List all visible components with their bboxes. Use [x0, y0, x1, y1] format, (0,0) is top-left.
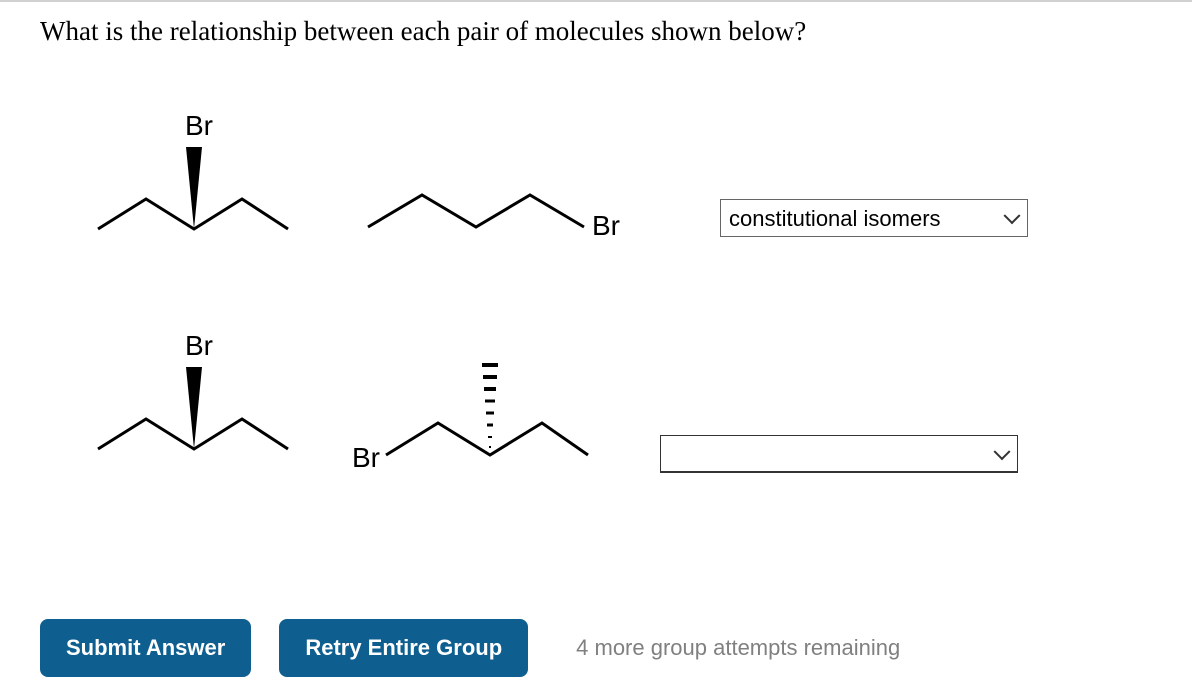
molecule-2a: Br [70, 327, 290, 477]
relationship-select-2[interactable]: constitutional isomersenantiomersdiaster… [660, 435, 1018, 473]
backbone [386, 423, 588, 455]
submit-button[interactable]: Submit Answer [40, 619, 251, 677]
wedge-solid [186, 147, 202, 229]
wedge-dashed [482, 365, 498, 447]
br-label: Br [185, 330, 213, 361]
molecule-1b: Br [350, 135, 650, 265]
br-label: Br [592, 210, 620, 241]
pair-row-1: Br Br constitutional isomersenantiomersd… [0, 107, 1192, 307]
relationship-select-1-wrap: constitutional isomersenantiomersdiaster… [720, 199, 1028, 237]
relationship-select-1[interactable]: constitutional isomersenantiomersdiaster… [720, 199, 1028, 237]
br-label: Br [185, 110, 213, 141]
attempts-remaining: 4 more group attempts remaining [576, 635, 900, 661]
content-area: Br Br constitutional isomersenantiomersd… [0, 47, 1192, 587]
wedge-solid [186, 367, 202, 449]
backbone [368, 195, 584, 227]
pair-row-2: Br Br [0, 327, 1192, 527]
relationship-select-2-wrap: constitutional isomersenantiomersdiaster… [660, 435, 1018, 473]
footer-bar: Submit Answer Retry Entire Group 4 more … [40, 619, 900, 677]
br-label: Br [352, 442, 380, 473]
molecule-2b: Br [330, 327, 610, 487]
molecule-1a: Br [70, 107, 290, 257]
question-text: What is the relationship between each pa… [0, 2, 1192, 47]
retry-button[interactable]: Retry Entire Group [279, 619, 528, 677]
